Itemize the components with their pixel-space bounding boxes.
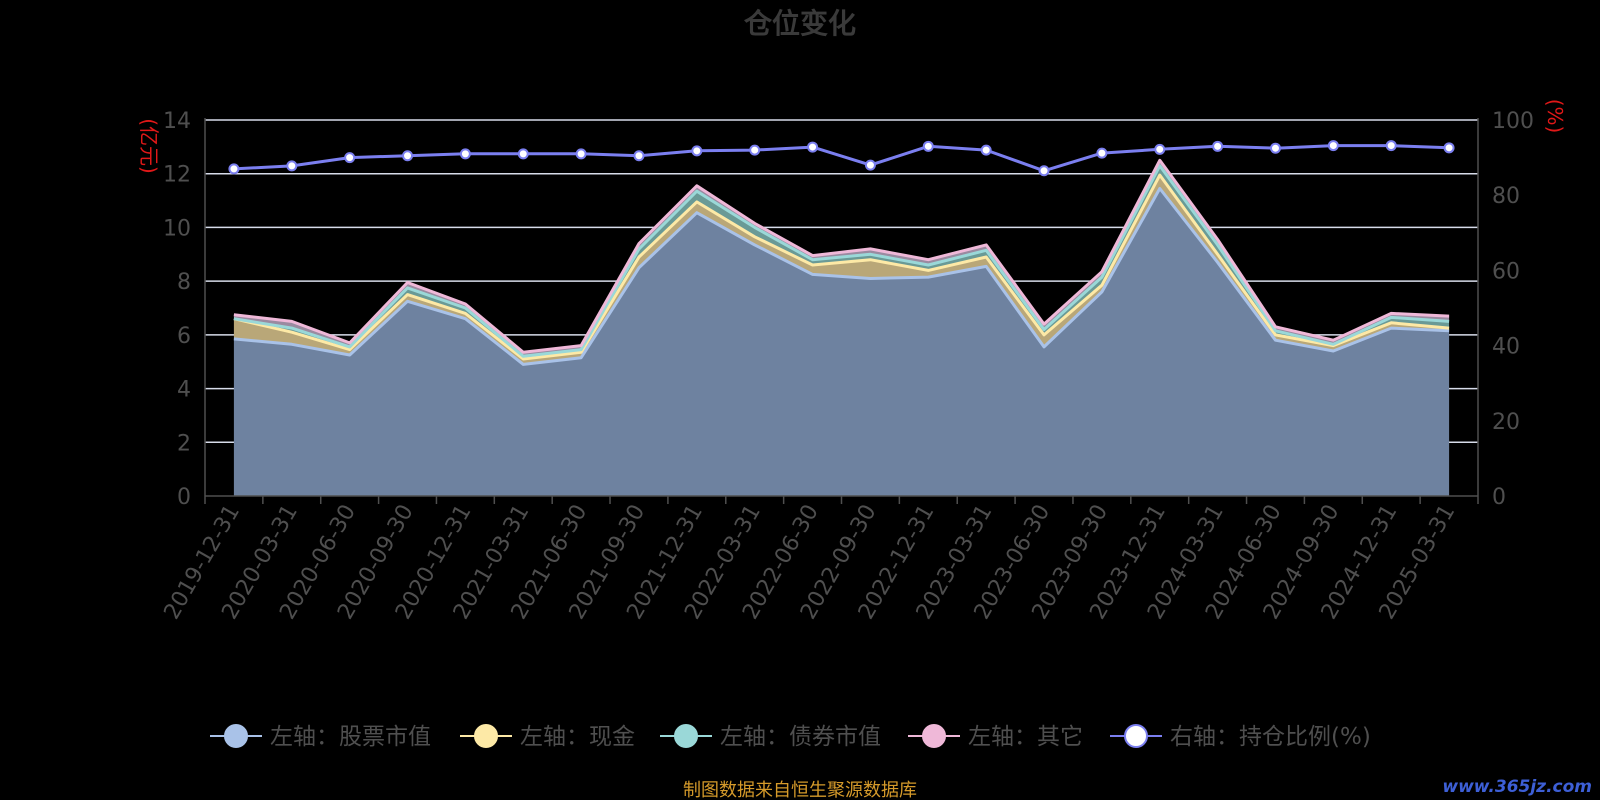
data-point xyxy=(286,160,298,172)
legend-marker xyxy=(474,724,498,748)
right-tick-label: 100 xyxy=(1492,109,1534,134)
watermark: www.365jz.com xyxy=(1442,777,1592,797)
series-line-左轴：股票市值 xyxy=(233,187,1450,366)
data-point xyxy=(1096,147,1108,159)
right-tick-label: 0 xyxy=(1492,485,1506,510)
data-point xyxy=(1154,143,1166,155)
data-point xyxy=(922,140,934,152)
data-point xyxy=(749,144,761,156)
source-note: 制图数据来自恒生聚源数据库 xyxy=(683,780,917,800)
chart-title: 仓位变化 xyxy=(744,7,856,40)
right-tick-label: 60 xyxy=(1492,259,1520,284)
legend-label: 左轴：其它 xyxy=(968,724,1083,750)
data-point xyxy=(691,145,703,157)
legend-label: 左轴：股票市值 xyxy=(270,724,431,750)
right-tick-label: 80 xyxy=(1492,184,1520,209)
line-layer xyxy=(228,140,1455,366)
data-point xyxy=(344,152,356,164)
data-point xyxy=(575,148,587,160)
legend-marker xyxy=(922,724,946,748)
left-tick-label: 6 xyxy=(177,324,191,349)
series-line-左轴：其它 xyxy=(233,158,1450,354)
data-point xyxy=(807,141,819,153)
legend: 左轴：股票市值 左轴：现金 左轴：债券市值 左轴：其它 右轴：持仓比例(%) xyxy=(210,724,1371,750)
right-tick-label: 40 xyxy=(1492,335,1520,360)
data-point xyxy=(864,159,876,171)
data-point xyxy=(402,150,414,162)
data-point xyxy=(1212,140,1224,152)
series-line-左轴：债券市值 xyxy=(233,164,1450,358)
area-左轴：股票市值 xyxy=(233,188,1450,496)
left-tick-label: 4 xyxy=(177,378,191,403)
legend-label: 右轴：持仓比例(%) xyxy=(1170,724,1371,750)
data-point xyxy=(517,148,529,160)
legend-marker xyxy=(1124,724,1148,748)
left-tick-label: 12 xyxy=(163,163,191,188)
series-line-position-ratio xyxy=(233,144,1450,173)
legend-label: 左轴：现金 xyxy=(520,724,635,750)
legend-marker xyxy=(674,724,698,748)
left-tick-label: 10 xyxy=(163,216,191,241)
data-point xyxy=(980,144,992,156)
left-tick-label: 14 xyxy=(163,109,191,134)
data-point xyxy=(1327,140,1339,152)
left-tick-label: 0 xyxy=(177,485,191,510)
legend-marker xyxy=(224,724,248,748)
right-tick-label: 20 xyxy=(1492,410,1520,435)
area-左轴：现金 xyxy=(233,175,1450,365)
data-point xyxy=(459,148,471,160)
series-line-左轴：现金 xyxy=(233,173,1450,361)
right-axis-label: (%) xyxy=(1543,99,1567,134)
data-point xyxy=(1269,142,1281,154)
left-tick-label: 2 xyxy=(177,431,191,456)
data-point xyxy=(1038,165,1050,177)
data-point xyxy=(1443,142,1455,154)
data-point xyxy=(1385,140,1397,152)
left-axis-label: (亿元) xyxy=(137,118,161,174)
data-point xyxy=(228,163,240,175)
legend-label: 左轴：债券市值 xyxy=(720,724,881,750)
data-point xyxy=(633,150,645,162)
left-tick-label: 8 xyxy=(177,270,191,295)
